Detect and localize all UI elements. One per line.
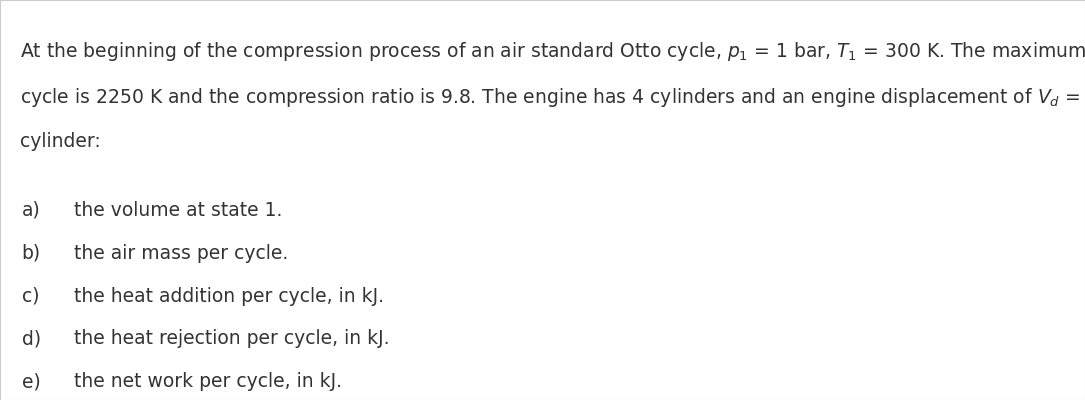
Text: the heat rejection per cycle, in kJ.: the heat rejection per cycle, in kJ. [74,329,390,348]
Text: cycle is 2250 K and the compression ratio is 9.8. The engine has 4 cylinders and: cycle is 2250 K and the compression rati… [20,86,1085,109]
Text: the air mass per cycle.: the air mass per cycle. [74,244,288,263]
Text: the volume at state 1.: the volume at state 1. [74,201,282,220]
Text: e): e) [22,372,40,391]
Text: At the beginning of the compression process of an air standard Otto cycle, $\mat: At the beginning of the compression proc… [20,40,1085,63]
Text: b): b) [22,244,41,263]
Text: d): d) [22,329,41,348]
Text: c): c) [22,286,39,306]
Text: cylinder:: cylinder: [20,132,100,151]
Text: the heat addition per cycle, in kJ.: the heat addition per cycle, in kJ. [74,286,384,306]
Text: a): a) [22,201,40,220]
Text: the net work per cycle, in kJ.: the net work per cycle, in kJ. [74,372,342,391]
